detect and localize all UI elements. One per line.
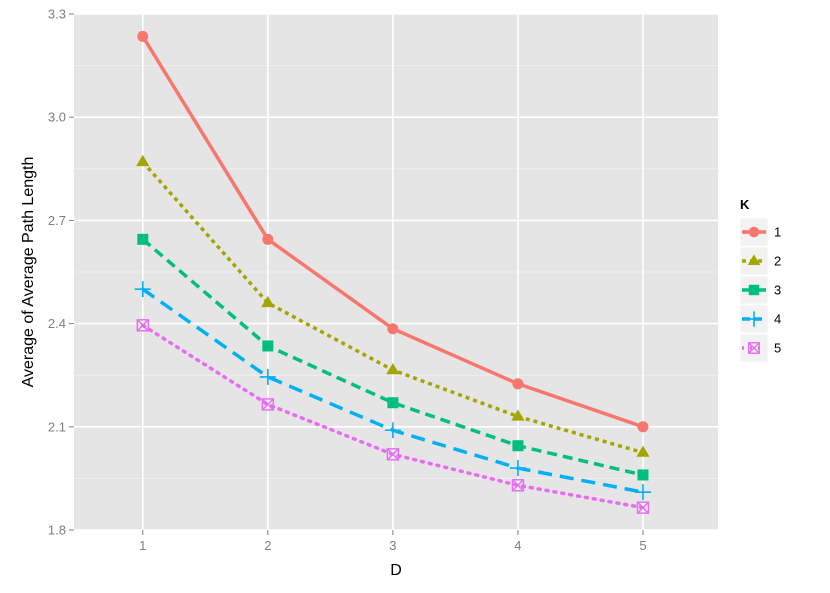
x-tick-label: 3: [389, 538, 396, 553]
data-point: [137, 233, 149, 245]
data-point: [509, 460, 526, 477]
legend-label: 5: [774, 341, 781, 356]
series-points: [134, 30, 651, 514]
y-tick-label: 3.0: [48, 110, 66, 125]
y-tick-label: 2.1: [48, 419, 66, 434]
data-point: [746, 311, 762, 327]
legend-item-k3: 3: [739, 275, 781, 305]
data-point: [259, 368, 276, 385]
data-point: [386, 363, 400, 375]
x-axis-title: D: [390, 562, 402, 579]
legend-label: 4: [774, 312, 781, 327]
grid-major: [74, 13, 718, 531]
data-point: [512, 378, 524, 390]
legend-label: 2: [774, 254, 781, 269]
data-point: [387, 323, 399, 335]
data-point: [636, 501, 650, 514]
data-point: [386, 448, 400, 461]
data-point: [748, 284, 760, 296]
y-tick-label: 1.8: [48, 523, 66, 538]
legend: K 1 2 3 4 5: [739, 197, 781, 363]
data-point: [384, 422, 401, 439]
data-point: [748, 226, 760, 238]
legend-item-k5: 5: [739, 333, 781, 363]
data-point: [748, 342, 760, 354]
y-axis-title: Average of Average Path Length: [20, 157, 37, 388]
legend-label: 3: [774, 283, 781, 298]
data-point: [511, 479, 525, 492]
legend-title: K: [740, 197, 750, 212]
x-tick-label: 1: [139, 538, 146, 553]
x-tick-label: 5: [639, 538, 646, 553]
data-point: [637, 469, 649, 481]
x-axis: 1 2 3 4 5: [139, 530, 647, 553]
legend-item-k4: 4: [739, 304, 781, 334]
data-point: [634, 484, 651, 501]
data-point: [747, 254, 761, 265]
y-axis: 1.8 2.1 2.4 2.7 3.0 3.3: [48, 7, 74, 538]
y-tick-label: 2.4: [48, 316, 66, 331]
data-point: [134, 281, 151, 298]
y-tick-label: 2.7: [48, 213, 66, 228]
data-point: [136, 319, 149, 332]
data-point: [261, 295, 275, 308]
data-point: [511, 409, 525, 421]
x-tick-label: 4: [514, 538, 521, 553]
x-tick-label: 2: [264, 538, 271, 553]
data-point: [137, 30, 149, 42]
data-point: [262, 340, 274, 352]
legend-item-k2: 2: [739, 246, 781, 276]
data-point: [636, 445, 650, 457]
legend-label: 1: [774, 225, 781, 240]
data-point: [637, 421, 649, 433]
data-point: [387, 397, 399, 409]
data-point: [136, 154, 150, 167]
legend-item-k1: 1: [739, 217, 781, 247]
data-point: [261, 398, 275, 411]
y-tick-label: 3.3: [48, 7, 66, 22]
data-point: [262, 233, 274, 245]
data-point: [512, 440, 524, 452]
